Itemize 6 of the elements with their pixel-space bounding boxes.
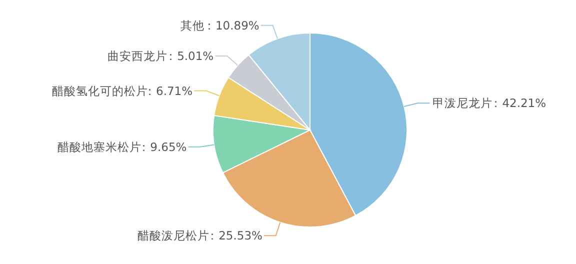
- slice-label: 曲安西龙片: [108, 49, 168, 64]
- data-label: ：5.01%: [165, 49, 214, 64]
- slice-label: 甲泼尼龙片: [432, 96, 493, 110]
- data-label: ：42.21%: [490, 96, 546, 110]
- data-label: ：10.89%: [203, 18, 260, 32]
- slice-label: 其他: [180, 18, 204, 32]
